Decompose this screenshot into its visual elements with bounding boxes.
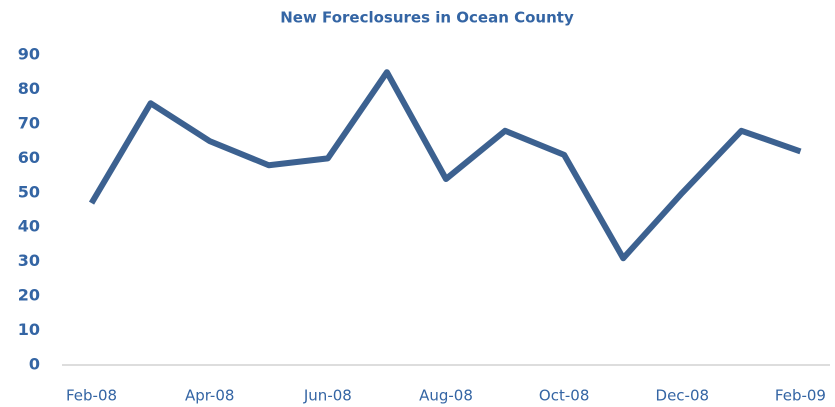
data-line [88,69,802,262]
y-tick-label: 90 [18,45,40,64]
chart-title: New Foreclosures in Ocean County [280,9,574,27]
y-tick-label: 50 [18,182,40,201]
y-tick-label: 30 [18,251,40,270]
x-tick-label: Aug-08 [419,387,473,405]
x-tick-label: Apr-08 [185,387,235,405]
x-tick-label: Jun-08 [303,387,352,405]
y-tick-label: 60 [18,148,40,167]
y-tick-label: 40 [18,217,40,236]
x-tick-label: Dec-08 [656,387,710,405]
y-tick-label: 80 [18,79,40,98]
x-tick-label: Feb-09 [775,387,826,405]
y-tick-label: 20 [18,286,40,305]
y-tick-label: 0 [29,355,40,374]
x-tick-label: Feb-08 [66,387,117,405]
x-tick-label: Oct-08 [539,387,589,405]
y-tick-label: 10 [18,320,40,339]
y-tick-label: 70 [18,113,40,132]
